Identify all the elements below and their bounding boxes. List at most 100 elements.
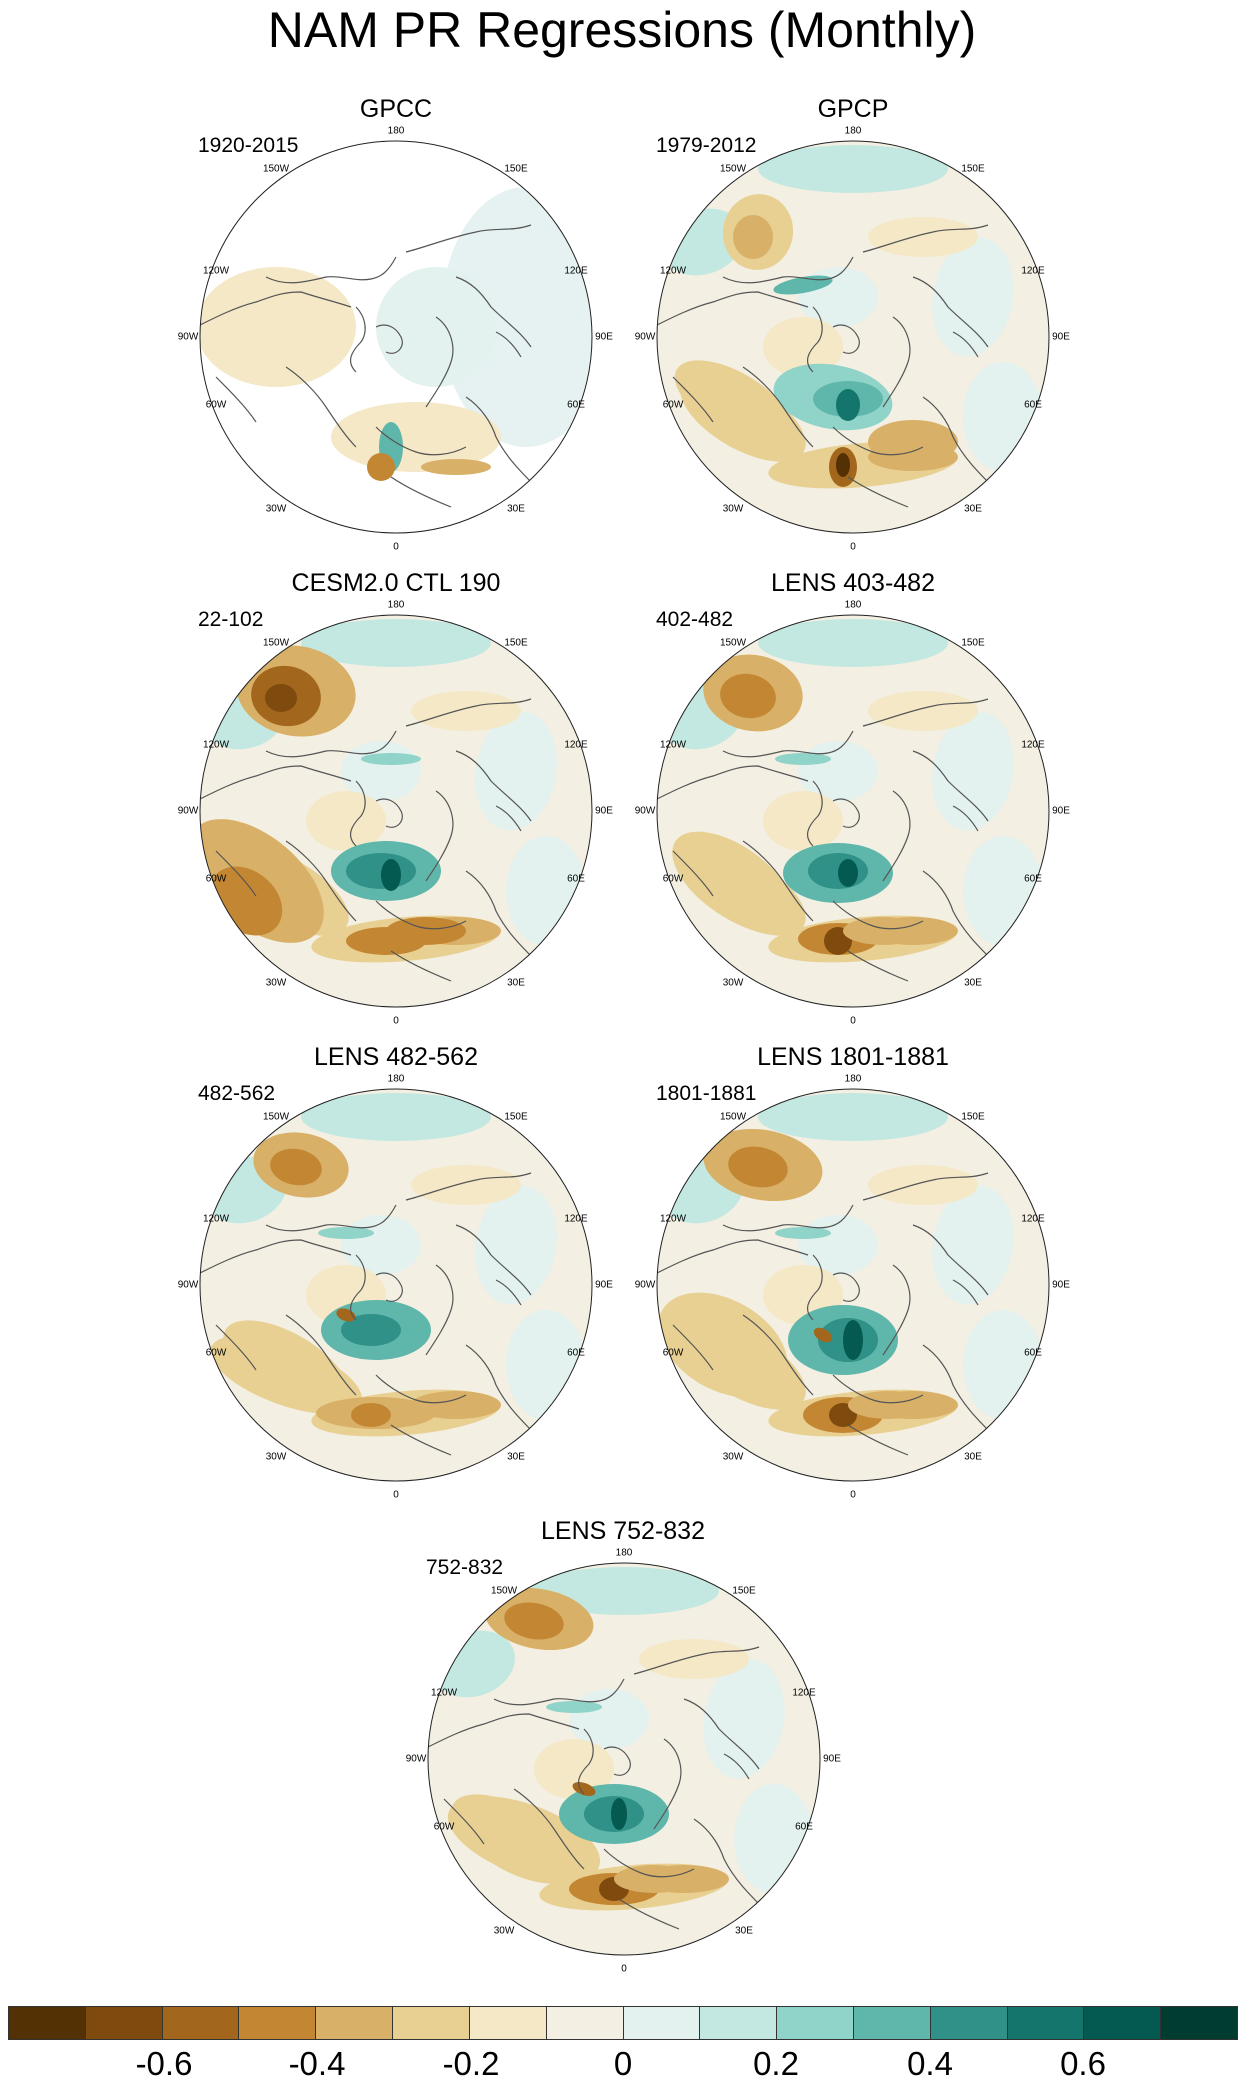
anomaly-contour bbox=[361, 753, 421, 765]
panel-title-gpcp: GPCP bbox=[817, 95, 889, 123]
period-label-cesm: 22-102 bbox=[198, 608, 264, 631]
colorbar-label: -0.4 bbox=[288, 2045, 346, 2082]
map-border bbox=[656, 1088, 1050, 1482]
longitude-label: 120E bbox=[1021, 1214, 1045, 1225]
colorbar-swatch bbox=[1084, 2007, 1162, 2039]
map-gpcp: 180 150E 120E 90E 60E 30E 0 30W 60W 90W 120W 150W bbox=[635, 126, 1071, 553]
colorbar-swatch bbox=[930, 2007, 1008, 2039]
map-border bbox=[656, 140, 1050, 534]
longitude-label: 0 bbox=[850, 1016, 856, 1027]
anomaly-contour bbox=[868, 691, 978, 731]
anomaly-contour bbox=[728, 1146, 788, 1188]
precip-field bbox=[200, 1089, 592, 1481]
longitude-label: 60E bbox=[567, 874, 585, 885]
longitude-label: 90E bbox=[595, 1280, 613, 1291]
coastlines bbox=[200, 224, 537, 508]
colorbar-swatch bbox=[316, 2007, 394, 2039]
colorbar-swatch bbox=[1161, 2007, 1237, 2039]
longitude-label: 30W bbox=[266, 504, 287, 515]
longitude-label: 30E bbox=[964, 978, 982, 989]
anomaly-contour bbox=[720, 673, 776, 719]
longitude-label: 180 bbox=[388, 126, 405, 137]
longitude-label: 60W bbox=[663, 400, 684, 411]
anomaly-contour bbox=[674, 360, 792, 444]
longitude-label: 90E bbox=[595, 332, 613, 343]
anomaly-contour bbox=[534, 1739, 614, 1799]
longitude-label: 30E bbox=[964, 504, 982, 515]
longitude-label: 90W bbox=[406, 1754, 427, 1765]
longitude-label: 90E bbox=[1052, 806, 1070, 817]
colorbar-label: 0.4 bbox=[907, 2045, 953, 2082]
colorbar-swatch bbox=[853, 2007, 931, 2039]
longitude-label: 60E bbox=[795, 1822, 813, 1833]
map-border bbox=[199, 140, 593, 534]
anomaly-contour bbox=[351, 1403, 391, 1427]
map-cesm: 180 150E 120E 90E 60E 30E 0 30W 60W 90W 120W 150W bbox=[178, 600, 614, 1027]
anomaly-contour bbox=[868, 420, 958, 464]
longitude-label: 30W bbox=[266, 1452, 287, 1463]
longitude-label: 120E bbox=[1021, 266, 1045, 277]
anomaly-contour bbox=[210, 1335, 362, 1415]
land-coverage bbox=[200, 187, 592, 481]
map-gpcc: 180 150E 120E 90E 60E 30E 0 30W 60W 90W 120W 150W bbox=[178, 126, 614, 553]
precip-field bbox=[657, 615, 1049, 1007]
longitude-label: 90E bbox=[1052, 332, 1070, 343]
map-lens4: 180 150E 120E 90E 60E 30E 0 30W 60W 90W 120W 150W bbox=[406, 1548, 842, 1975]
colorbar-swatch bbox=[469, 2007, 547, 2039]
longitude-label: 150W bbox=[720, 1112, 747, 1123]
longitude-label: 120W bbox=[431, 1688, 458, 1699]
precip-field bbox=[200, 141, 592, 533]
anomaly-contour bbox=[318, 1227, 374, 1239]
anomaly-contour bbox=[475, 1185, 557, 1305]
figure-title: NAM PR Regressions (Monthly) bbox=[267, 2, 977, 58]
longitude-label: 60E bbox=[1024, 400, 1042, 411]
period-label-gpcp: 1979-2012 bbox=[656, 134, 757, 157]
anomaly-contour bbox=[411, 1165, 521, 1205]
longitude-label: 30E bbox=[507, 978, 525, 989]
map-border bbox=[427, 1562, 821, 1956]
anomaly-contour bbox=[843, 1320, 863, 1360]
longitude-label: 90W bbox=[635, 1280, 656, 1291]
longitude-label: 120E bbox=[564, 266, 588, 277]
anomaly-contour bbox=[386, 917, 466, 945]
longitude-label: 120W bbox=[203, 740, 230, 751]
anomaly-contour bbox=[572, 1782, 596, 1796]
longitude-label: 60E bbox=[567, 1348, 585, 1359]
colorbar-label: 0.6 bbox=[1060, 2045, 1106, 2082]
longitude-label: 90W bbox=[178, 1280, 199, 1291]
map-border bbox=[656, 614, 1050, 1008]
longitude-label: 30W bbox=[494, 1926, 515, 1937]
anomaly-contour bbox=[341, 1314, 401, 1346]
colorbar bbox=[8, 2006, 1238, 2040]
longitude-label: 120W bbox=[203, 1214, 230, 1225]
longitude-label: 90W bbox=[635, 332, 656, 343]
anomaly-contour bbox=[506, 836, 586, 946]
anomaly-contour bbox=[775, 753, 831, 765]
longitude-label: 90W bbox=[178, 806, 199, 817]
longitude-label: 120E bbox=[792, 1688, 816, 1699]
longitude-label: 150W bbox=[263, 638, 290, 649]
anomaly-contour bbox=[868, 217, 978, 257]
colorbar-swatch bbox=[1007, 2007, 1085, 2039]
anomaly-contour bbox=[963, 1310, 1043, 1420]
longitude-label: 150E bbox=[961, 164, 985, 175]
longitude-label: 120E bbox=[564, 740, 588, 751]
panel-title-lens1: LENS 403-482 bbox=[770, 569, 935, 597]
longitude-label: 0 bbox=[850, 1490, 856, 1501]
colorbar-swatch bbox=[700, 2007, 778, 2039]
longitude-label: 150E bbox=[504, 164, 528, 175]
coastlines bbox=[657, 224, 994, 508]
anomaly-contour bbox=[381, 859, 401, 891]
anomaly-contour bbox=[773, 275, 833, 295]
colorbar-swatch bbox=[777, 2007, 854, 2039]
colorbar-swatch bbox=[239, 2007, 317, 2039]
longitude-label: 0 bbox=[850, 542, 856, 553]
colorbar-label: -0.6 bbox=[135, 2045, 193, 2082]
longitude-label: 120W bbox=[660, 266, 687, 277]
coastlines bbox=[428, 1646, 765, 1930]
anomaly-contour bbox=[301, 1093, 491, 1141]
anomaly-contour bbox=[836, 389, 860, 421]
longitude-label: 90E bbox=[823, 1754, 841, 1765]
panel-title-lens3: LENS 1801-1881 bbox=[757, 1043, 949, 1071]
anomaly-contour bbox=[775, 1227, 831, 1239]
